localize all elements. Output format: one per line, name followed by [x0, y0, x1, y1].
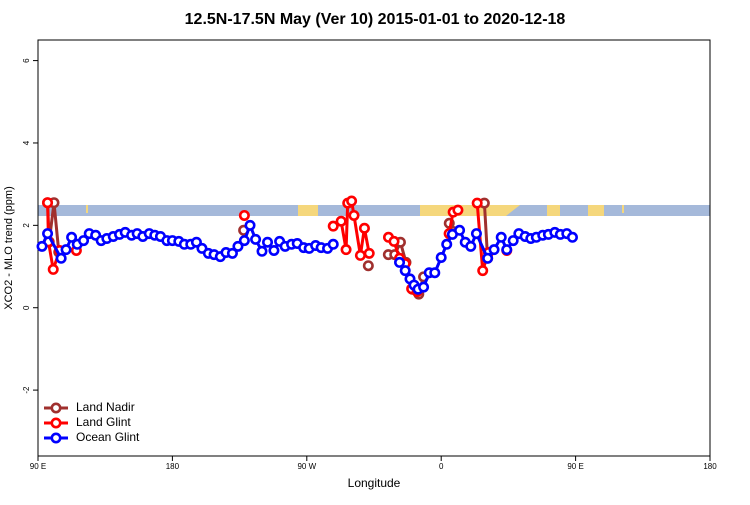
data-point [226, 247, 238, 259]
data-point [238, 235, 250, 247]
x-tick-label: 90 E [567, 462, 583, 471]
data-point [470, 228, 482, 240]
y-axis-label: XCO2 - MLO trend (ppm) [3, 186, 15, 309]
data-point [363, 247, 375, 259]
data-point [441, 238, 453, 250]
land-band [298, 205, 318, 216]
ocean-band [38, 205, 710, 216]
y-tick-label: 6 [22, 58, 31, 63]
data-point [452, 204, 464, 216]
y-tick-label: 0 [22, 305, 31, 310]
data-point [66, 231, 78, 243]
data-point [78, 235, 90, 247]
data-point [60, 244, 72, 256]
data-point [42, 197, 54, 209]
data-point [482, 252, 494, 264]
legend-label: Land Glint [76, 415, 131, 429]
data-point [268, 244, 280, 256]
data-point [362, 260, 374, 272]
plot-frame [37, 39, 711, 457]
data-point [55, 252, 67, 264]
data-point [327, 238, 339, 250]
legend-label: Ocean Glint [76, 430, 140, 444]
land-band [622, 205, 624, 213]
data-point [495, 231, 507, 243]
data-point [340, 244, 352, 256]
x-tick-label: 180 [166, 462, 180, 471]
land-band [588, 205, 604, 216]
data-point [477, 265, 489, 277]
land-band [86, 205, 88, 213]
x-tick-label: 180 [703, 462, 717, 471]
data-point [507, 235, 519, 247]
data-point [488, 244, 500, 256]
x-tick-label: 90 W [297, 462, 316, 471]
data-point [250, 233, 262, 245]
data-point [566, 231, 578, 243]
data-point [256, 245, 268, 257]
chart-title: 12.5N-17.5N May (Ver 10) 2015-01-01 to 2… [185, 11, 566, 28]
land-band [506, 205, 520, 216]
data-point [454, 224, 466, 236]
x-tick-label: 0 [439, 462, 444, 471]
data-point [399, 265, 411, 277]
legend-label: Land Nadir [76, 400, 135, 414]
data-point [346, 195, 358, 207]
y-tick-label: 4 [22, 140, 31, 145]
data-point [262, 236, 274, 248]
legend-marker [50, 432, 62, 444]
x-axis-label: Longitude [348, 476, 401, 490]
legend-marker [50, 402, 62, 414]
data-point [36, 240, 48, 252]
data-point [348, 209, 360, 221]
data-point [42, 228, 54, 240]
data-point [327, 220, 339, 232]
data-point [394, 256, 406, 268]
data-point [418, 281, 430, 293]
y-tick-label: -2 [22, 386, 31, 394]
legend-marker [50, 417, 62, 429]
data-point [465, 240, 477, 252]
data-point [47, 263, 59, 275]
y-tick-label: 2 [22, 223, 31, 228]
data-point [354, 249, 366, 261]
data-point [238, 209, 250, 221]
x-tick-label: 90 E [30, 462, 46, 471]
data-point [232, 240, 244, 252]
data-point [244, 219, 256, 231]
surface-band [38, 205, 710, 216]
data-point [501, 244, 513, 256]
data-point [388, 235, 400, 247]
land-band [547, 205, 560, 216]
data-point [335, 215, 347, 227]
data-point [429, 267, 441, 279]
series [36, 219, 578, 295]
data-point [358, 222, 370, 234]
data-point [471, 197, 483, 209]
data-point [435, 251, 447, 263]
